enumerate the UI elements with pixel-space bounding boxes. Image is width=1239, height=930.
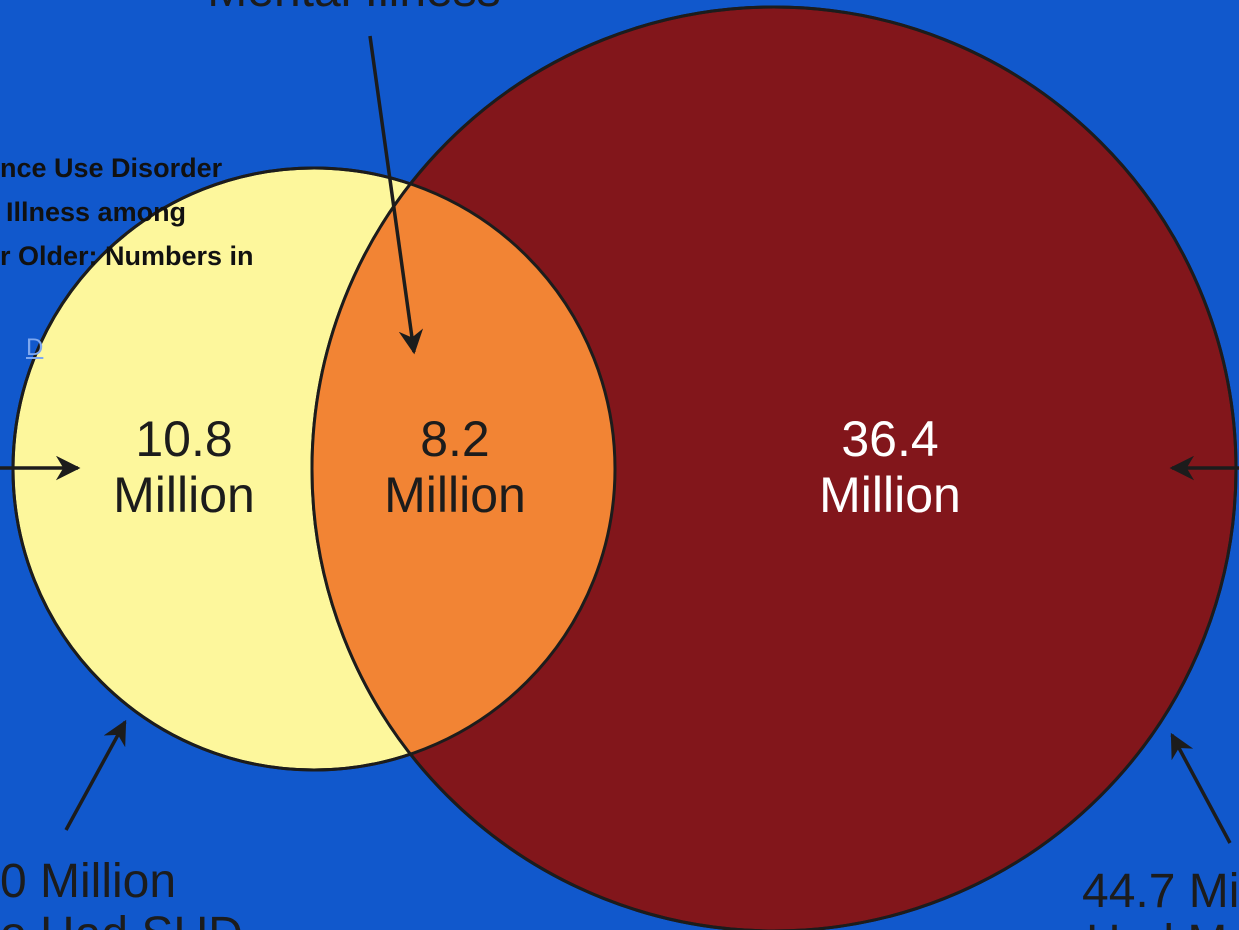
bottom-left-caption: o Had SUD [0,908,243,930]
overlay-title-line-3: r Older: Numbers in [0,241,254,271]
overlap-number: 8.2 [420,411,490,467]
overlap-unit: Million [384,467,526,523]
overlay-title: nce Use Disorder Illness among r Older: … [0,146,300,278]
arrow-top-to-overlap [368,35,424,355]
bottom-left-total: 0 Million [0,855,176,908]
overlay-title-line-1: nce Use Disorder [0,153,223,183]
arrow-bottom-right-to-ami [1170,732,1232,844]
overlay-title-line-2: Illness among [6,197,187,227]
arrow-bottom-left-to-sud [64,719,127,831]
ami-only-number: 36.4 [841,411,938,467]
bottom-right-total: 44.7 Mi [1082,865,1239,918]
overlay-link[interactable]: D [26,334,44,361]
top-label-mental-illness: Mental Illness [207,0,500,17]
sud-only-number: 10.8 [135,411,232,467]
sud-only-unit: Million [113,467,255,523]
bottom-right-caption: Had M [1086,916,1227,930]
ami-only-unit: Million [819,467,961,523]
